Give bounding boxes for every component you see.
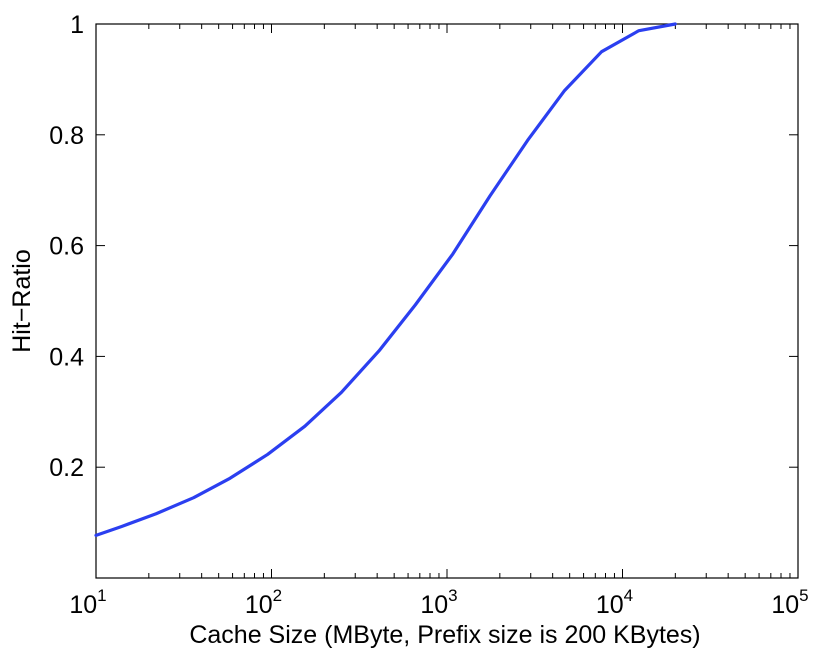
x-tick-label: 102 [245, 586, 282, 619]
x-tick-label: 105 [771, 586, 808, 619]
y-axis-title: Hit−Ratio [8, 249, 36, 353]
series-layer [94, 22, 677, 537]
y-tick-label: 0.6 [49, 233, 84, 261]
x-tick-base: 10 [420, 591, 448, 619]
y-tick-label: 0.2 [49, 454, 84, 482]
x-tick-base: 10 [69, 591, 97, 619]
x-tick-exponent: 5 [799, 586, 808, 605]
x-tick-exponent: 2 [273, 586, 282, 605]
x-tick-exponent: 3 [448, 586, 457, 605]
series-line [94, 22, 677, 537]
y-tick-label: 0.8 [49, 122, 84, 150]
x-tick-label: 103 [420, 586, 457, 619]
x-tick-exponent: 4 [624, 586, 633, 605]
x-tick-exponent: 1 [97, 586, 106, 605]
x-tick-base: 10 [771, 591, 799, 619]
x-tick-base: 10 [245, 591, 273, 619]
x-tick-label: 101 [69, 586, 106, 619]
x-tick-base: 10 [596, 591, 624, 619]
y-tick-label: 0.4 [49, 343, 84, 371]
x-tick-label: 104 [596, 586, 633, 619]
x-axis-title: Cache Size (MByte, Prefix size is 200 KB… [189, 621, 700, 649]
y-tick-label: 1 [70, 11, 84, 39]
ticks-layer [95, 23, 799, 578]
